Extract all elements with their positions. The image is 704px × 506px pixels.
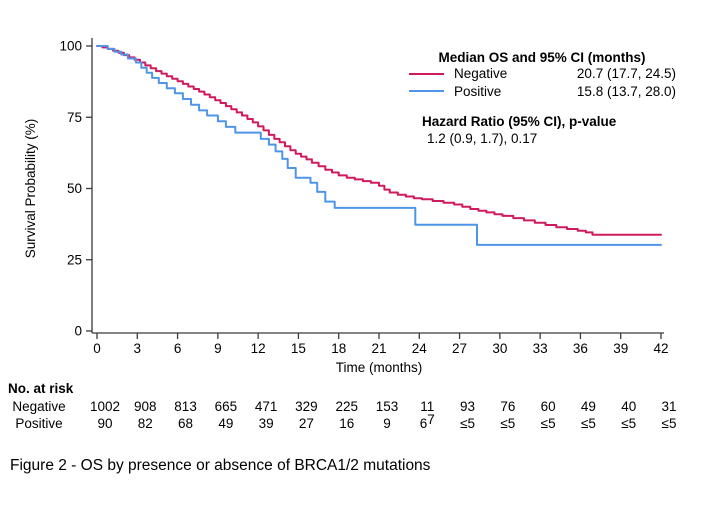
risk-count-cell: 76: [500, 399, 516, 414]
risk-count-cell: 49: [580, 399, 596, 414]
risk-count-cell: 40: [621, 399, 637, 414]
hazard-ratio-value: 1.2 (0.9, 1.7), 0.17: [427, 131, 538, 146]
risk-count-cell: 16: [339, 415, 355, 431]
x-tick-label: 9: [214, 341, 222, 356]
risk-count-cell: 90: [97, 415, 113, 431]
risk-count-cell: ≤5: [580, 415, 596, 431]
risk-count-cell: ≤5: [500, 415, 516, 431]
risk-count-cell: 9: [383, 415, 391, 431]
negative-median-value: 20.7 (17.7, 24.5): [576, 66, 676, 82]
x-tick-label: 0: [93, 341, 101, 356]
x-tick-label: 3: [134, 341, 142, 356]
risk-row-label-positive: Positive: [15, 415, 63, 431]
positive-line-swatch: [409, 90, 444, 93]
y-tick-label: 75: [67, 110, 82, 125]
risk-table-title: No. at risk: [8, 381, 74, 396]
legend-title: Median OS and 95% CI (months): [438, 50, 646, 65]
risk-count-cell: ≤5: [540, 415, 556, 431]
risk-count-cell: 68: [178, 415, 194, 431]
hazard-ratio-title: Hazard Ratio (95% CI), p-value: [422, 114, 617, 129]
positive-series-label: Positive: [454, 83, 502, 99]
x-tick-label: 24: [412, 341, 428, 356]
x-tick-label: 15: [291, 341, 306, 356]
y-tick-label: 50: [67, 181, 82, 196]
risk-count-cell: 27: [298, 415, 314, 431]
survival-curve-negative: [96, 45, 662, 236]
risk-count-cell: 329: [295, 399, 318, 414]
risk-count-cell: 60: [540, 399, 556, 414]
y-tick-label: 0: [74, 324, 82, 339]
risk-count-cell: 67: [419, 411, 435, 431]
x-tick-label: 39: [613, 341, 628, 356]
risk-count-cell: 31: [661, 399, 677, 414]
x-tick-label: 42: [653, 341, 668, 356]
risk-row-label-negative: Negative: [12, 399, 66, 414]
legend: Median OS and 95% CI (months) Negative 2…: [396, 50, 688, 146]
risk-count-cell: 93: [460, 399, 476, 414]
y-axis-title: Survival Probability (%): [23, 119, 38, 259]
negative-series-label: Negative: [454, 66, 508, 82]
x-tick-label: 18: [331, 341, 346, 356]
x-tick-label: 30: [492, 341, 507, 356]
risk-count-cell: 39: [258, 415, 274, 431]
risk-count-cell: 49: [218, 415, 234, 431]
y-tick-label: 100: [59, 39, 82, 54]
risk-count-cell: 82: [137, 415, 153, 431]
positive-median-value: 15.8 (13.7, 28.0): [576, 83, 676, 99]
x-tick-label: 36: [573, 341, 588, 356]
x-tick-label: 6: [174, 341, 182, 356]
y-tick-label: 25: [67, 252, 82, 267]
x-tick-label: 21: [371, 341, 386, 356]
risk-count-cell: 225: [335, 399, 358, 414]
negative-line-swatch: [409, 72, 444, 75]
legend-row-positive: Positive 15.8 (13.7, 28.0): [396, 83, 688, 101]
risk-count-cell: ≤5: [621, 415, 637, 431]
risk-count-cell: ≤5: [460, 415, 476, 431]
risk-count-cell: ≤5: [661, 415, 677, 431]
figure-caption: Figure 2 - OS by presence or absence of …: [10, 457, 431, 474]
risk-count-cell: 813: [174, 399, 197, 414]
risk-count-cell: 908: [134, 399, 157, 414]
x-axis-title: Time (months): [336, 360, 423, 375]
risk-count-cell: 665: [214, 399, 238, 414]
risk-count-cell: 11: [420, 399, 435, 414]
risk-count-cell: 1002: [89, 399, 121, 414]
x-tick-label: 27: [452, 341, 467, 356]
risk-count-cell: 153: [375, 399, 399, 414]
legend-row-negative: Negative 20.7 (17.7, 24.5): [396, 65, 688, 83]
risk-count-cell: 471: [254, 399, 278, 414]
survival-curve-positive: [96, 45, 662, 246]
x-tick-label: 12: [251, 341, 266, 356]
x-tick-label: 33: [533, 341, 548, 356]
